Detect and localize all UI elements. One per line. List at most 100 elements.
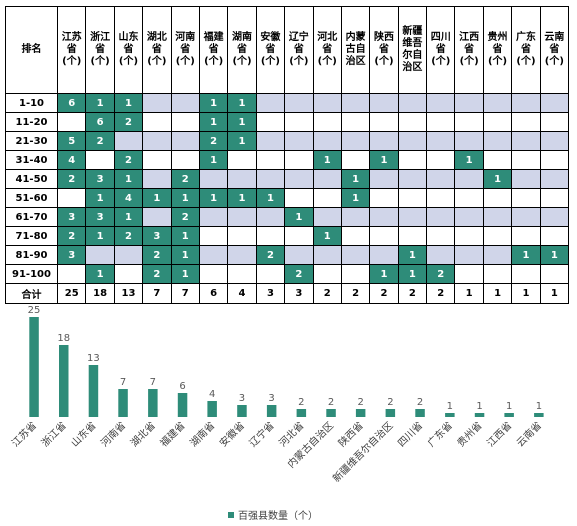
category-label: 辽宁省 xyxy=(246,419,276,449)
total-cell: 2 xyxy=(369,283,399,304)
total-cell: 7 xyxy=(142,283,172,304)
count-cell xyxy=(539,112,570,132)
count-cell xyxy=(198,245,229,265)
count-cell xyxy=(170,93,200,113)
count-cell: 1 xyxy=(170,188,200,208)
rank-range-cell: 11-20 xyxy=(5,112,58,132)
count-cell xyxy=(482,150,513,170)
count-cell: 1 xyxy=(142,188,172,208)
count-cell xyxy=(369,188,399,208)
table-row: 61-70 3 3 1 2 1 xyxy=(5,207,570,227)
column-header: 江苏省(个) xyxy=(56,6,87,94)
count-cell: 1 xyxy=(539,245,570,265)
column-header: 辽宁省(个) xyxy=(284,6,314,94)
table-row: 11-20 6 2 1 1 xyxy=(5,112,570,132)
count-cell xyxy=(340,112,371,132)
count-cell xyxy=(426,112,456,132)
count-cell: 3 xyxy=(56,207,87,227)
bar-value-label: 1 xyxy=(536,401,542,412)
count-cell xyxy=(227,150,257,170)
count-cell: 1 xyxy=(397,245,428,265)
count-cell xyxy=(397,131,428,151)
total-cell: 3 xyxy=(255,283,286,304)
count-cell xyxy=(340,131,371,151)
count-cell: 1 xyxy=(170,245,200,265)
count-cell: 3 xyxy=(142,226,172,246)
bar-value-label: 7 xyxy=(120,377,126,388)
count-cell xyxy=(340,226,371,246)
count-cell: 2 xyxy=(198,131,229,151)
count-cell: 2 xyxy=(113,112,144,132)
count-cell xyxy=(113,245,144,265)
count-cell: 3 xyxy=(85,169,115,189)
bar xyxy=(296,409,307,417)
bar-value-label: 18 xyxy=(57,333,70,344)
count-cell xyxy=(312,169,342,189)
bar xyxy=(415,409,425,417)
count-cell xyxy=(56,188,87,208)
total-cell: 18 xyxy=(85,283,115,304)
category-label: 四川省 xyxy=(395,419,425,449)
column-header: 浙江省(个) xyxy=(85,6,115,94)
count-cell: 2 xyxy=(85,131,115,151)
count-cell: 1 xyxy=(511,245,541,265)
count-cell xyxy=(454,112,484,132)
count-cell xyxy=(511,93,541,113)
count-cell: 6 xyxy=(56,93,87,113)
count-cell xyxy=(284,188,314,208)
count-cell: 1 xyxy=(113,169,144,189)
ranking-grid: 排名 江苏省(个) 浙江省(个) 山东省(个) 湖北省(个) 河南省(个) 福建省(个) 湖… xyxy=(5,6,570,304)
count-cell xyxy=(397,112,428,132)
count-cell: 1 xyxy=(312,150,342,170)
bar-value-label: 1 xyxy=(476,401,482,412)
column-header: 河南省(个) xyxy=(170,6,200,94)
count-cell xyxy=(482,207,513,227)
count-cell xyxy=(227,207,257,227)
count-cell: 2 xyxy=(255,245,286,265)
count-cell xyxy=(454,245,484,265)
total-cell: 2 xyxy=(340,283,371,304)
bar xyxy=(445,413,455,417)
bar-value-label: 2 xyxy=(328,397,334,408)
count-cell: 2 xyxy=(426,264,456,284)
count-cell xyxy=(312,188,342,208)
count-cell xyxy=(340,264,371,284)
count-cell: 1 xyxy=(113,207,144,227)
count-cell xyxy=(511,112,541,132)
count-cell: 5 xyxy=(56,131,87,151)
count-cell xyxy=(369,245,399,265)
count-cell: 6 xyxy=(85,112,115,132)
count-cell xyxy=(397,188,428,208)
table-row: 31-40 4 2 1 1 1 1 xyxy=(5,150,570,170)
category-label: 云南省 xyxy=(514,419,544,449)
count-cell xyxy=(426,207,456,227)
count-cell: 2 xyxy=(142,245,172,265)
count-cell xyxy=(312,93,342,113)
count-cell xyxy=(227,169,257,189)
count-cell xyxy=(142,207,172,227)
chart-legend: 百强县数量（个） xyxy=(228,507,318,522)
count-cell xyxy=(454,226,484,246)
rank-range-cell: 51-60 xyxy=(5,188,58,208)
count-cell: 1 xyxy=(369,264,399,284)
column-header: 云南省(个) xyxy=(539,6,570,94)
count-cell: 4 xyxy=(56,150,87,170)
count-cell xyxy=(142,112,172,132)
bar-value-label: 6 xyxy=(179,381,185,392)
count-cell: 2 xyxy=(56,226,87,246)
count-cell: 1 xyxy=(340,169,371,189)
bar xyxy=(59,345,69,417)
count-cell xyxy=(482,93,513,113)
bar-value-label: 3 xyxy=(268,393,274,404)
count-cell xyxy=(511,264,541,284)
column-header: 湖北省(个) xyxy=(142,6,172,94)
count-cell xyxy=(227,245,257,265)
count-cell xyxy=(482,264,513,284)
count-cell xyxy=(511,131,541,151)
count-cell xyxy=(454,93,484,113)
count-cell xyxy=(426,188,456,208)
count-cell: 2 xyxy=(170,207,200,227)
count-cell xyxy=(312,131,342,151)
count-cell xyxy=(397,150,428,170)
count-cell xyxy=(511,188,541,208)
